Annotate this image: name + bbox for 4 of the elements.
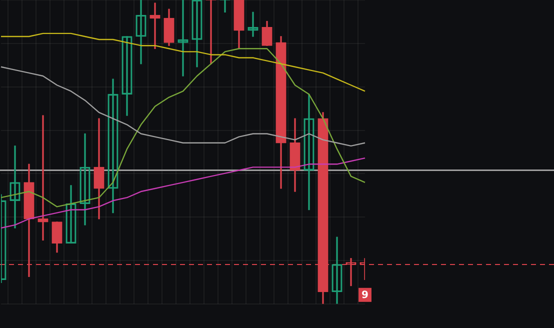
candlestick <box>150 2 160 49</box>
candlestick <box>94 118 104 220</box>
annotation: 9 <box>362 290 369 301</box>
candlestick <box>38 115 48 240</box>
